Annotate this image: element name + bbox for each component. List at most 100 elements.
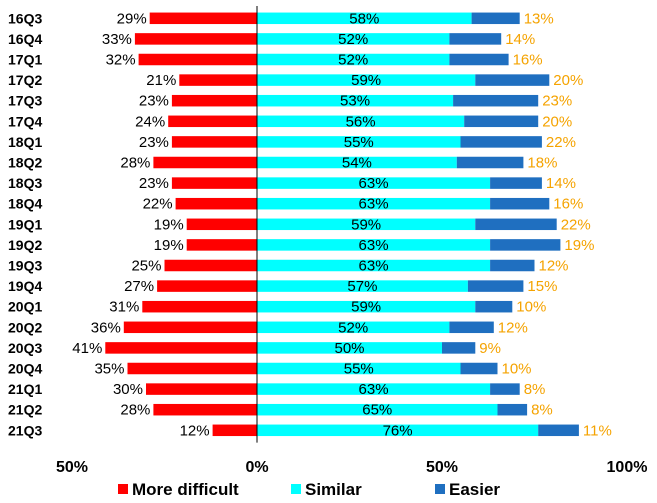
data-label-more-difficult: 23% bbox=[139, 93, 169, 110]
bar-similar bbox=[257, 424, 539, 437]
bar-similar bbox=[257, 342, 442, 354]
data-label-similar: 63% bbox=[359, 381, 389, 398]
bar-more-difficult bbox=[171, 136, 257, 148]
bar-more-difficult bbox=[146, 383, 257, 395]
bar-similar bbox=[257, 362, 461, 375]
data-label-similar: 59% bbox=[351, 72, 381, 89]
bar-easier bbox=[456, 156, 524, 169]
bar-more-difficult bbox=[127, 362, 257, 375]
data-label-easier: 10% bbox=[502, 361, 532, 378]
data-label-similar: 55% bbox=[344, 361, 374, 378]
bar-easier bbox=[490, 383, 520, 395]
category-label: 17Q1 bbox=[8, 52, 42, 68]
data-label-easier: 13% bbox=[524, 10, 554, 27]
bar-easier bbox=[490, 239, 561, 251]
category-label: 19Q1 bbox=[8, 216, 42, 232]
data-label-easier: 12% bbox=[498, 319, 528, 336]
bar-more-difficult bbox=[212, 424, 257, 437]
data-label-similar: 63% bbox=[359, 175, 389, 192]
data-label-more-difficult: 22% bbox=[143, 196, 173, 213]
bar-more-difficult bbox=[168, 115, 257, 128]
data-label-easier: 9% bbox=[479, 340, 501, 357]
bar-more-difficult bbox=[186, 239, 257, 251]
data-label-more-difficult: 27% bbox=[124, 278, 154, 295]
category-label: 17Q4 bbox=[8, 113, 42, 129]
data-label-more-difficult: 23% bbox=[139, 134, 169, 151]
data-label-more-difficult: 23% bbox=[139, 175, 169, 192]
bar-easier bbox=[475, 300, 513, 313]
data-label-more-difficult: 19% bbox=[154, 216, 184, 233]
category-label: 16Q4 bbox=[8, 31, 42, 47]
data-label-easier: 16% bbox=[553, 196, 583, 213]
bar-easier bbox=[460, 362, 498, 375]
bar-more-difficult bbox=[164, 259, 257, 272]
category-label: 20Q4 bbox=[8, 361, 42, 377]
category-label: 19Q3 bbox=[8, 258, 42, 274]
category-label: 18Q3 bbox=[8, 175, 42, 191]
bar-easier bbox=[490, 177, 542, 189]
category-label: 19Q2 bbox=[8, 237, 42, 253]
category-label: 18Q2 bbox=[8, 155, 42, 171]
bar-easier bbox=[449, 53, 509, 66]
category-label: 16Q3 bbox=[8, 10, 42, 26]
bar-easier bbox=[497, 403, 528, 416]
bar-more-difficult bbox=[175, 197, 257, 210]
data-label-more-difficult: 31% bbox=[109, 299, 139, 316]
data-label-more-difficult: 32% bbox=[106, 52, 136, 69]
data-label-easier: 16% bbox=[513, 52, 543, 69]
legend-label: More difficult bbox=[132, 480, 239, 499]
bar-similar bbox=[257, 94, 454, 107]
category-labels: 16Q3 16Q4 17Q1 17Q2 17Q3 17Q4 18Q1 18Q2 18Q3 18Q4… bbox=[8, 10, 42, 438]
bar-more-difficult bbox=[153, 403, 257, 416]
data-label-similar: 55% bbox=[344, 134, 374, 151]
bar-easier bbox=[490, 259, 535, 272]
bar-similar bbox=[257, 136, 461, 148]
data-label-similar: 58% bbox=[349, 10, 379, 27]
bar-similar bbox=[257, 383, 491, 395]
bar-similar bbox=[257, 12, 472, 25]
category-label: 21Q1 bbox=[8, 381, 42, 397]
bar-more-difficult bbox=[157, 280, 257, 292]
category-label: 17Q3 bbox=[8, 93, 42, 109]
bar-similar bbox=[257, 156, 457, 169]
bar-easier bbox=[449, 321, 494, 334]
data-label-easier: 20% bbox=[542, 113, 572, 130]
category-label: 18Q4 bbox=[8, 196, 42, 212]
data-label-similar: 52% bbox=[338, 31, 368, 48]
bar-easier bbox=[475, 74, 550, 86]
bar-more-difficult bbox=[171, 94, 257, 107]
data-label-easier: 22% bbox=[546, 134, 576, 151]
category-label: 20Q3 bbox=[8, 340, 42, 356]
legend-swatch bbox=[435, 484, 445, 494]
legend-swatch bbox=[118, 484, 128, 494]
bar-layer bbox=[105, 12, 579, 437]
bar-similar bbox=[257, 218, 476, 231]
category-label: 19Q4 bbox=[8, 278, 42, 294]
bar-easier bbox=[464, 115, 539, 128]
bar-easier bbox=[471, 12, 520, 25]
category-label: 20Q2 bbox=[8, 319, 42, 335]
category-label: 21Q2 bbox=[8, 402, 42, 418]
bar-easier bbox=[453, 94, 539, 107]
data-label-similar: 56% bbox=[346, 113, 376, 130]
data-label-easier: 11% bbox=[583, 422, 612, 439]
data-label-easier: 14% bbox=[546, 175, 576, 192]
bar-more-difficult bbox=[123, 321, 257, 334]
data-label-easier: 23% bbox=[542, 93, 572, 110]
x-tick-label: 0% bbox=[245, 459, 268, 476]
x-tick-label: 50% bbox=[426, 459, 458, 476]
data-label-more-difficult: 21% bbox=[146, 72, 176, 89]
data-label-similar: 63% bbox=[359, 237, 389, 254]
legend-label: Similar bbox=[305, 480, 362, 499]
bar-more-difficult bbox=[186, 218, 257, 231]
bar-easier bbox=[460, 136, 542, 148]
bar-similar bbox=[257, 74, 476, 86]
data-label-similar: 52% bbox=[338, 52, 368, 69]
category-label: 17Q2 bbox=[8, 72, 42, 88]
data-label-more-difficult: 33% bbox=[102, 31, 132, 48]
legend: More difficult Similar Easier bbox=[118, 480, 500, 499]
category-label: 21Q3 bbox=[8, 422, 42, 438]
legend-swatch bbox=[291, 484, 301, 494]
data-label-more-difficult: 36% bbox=[91, 319, 121, 336]
